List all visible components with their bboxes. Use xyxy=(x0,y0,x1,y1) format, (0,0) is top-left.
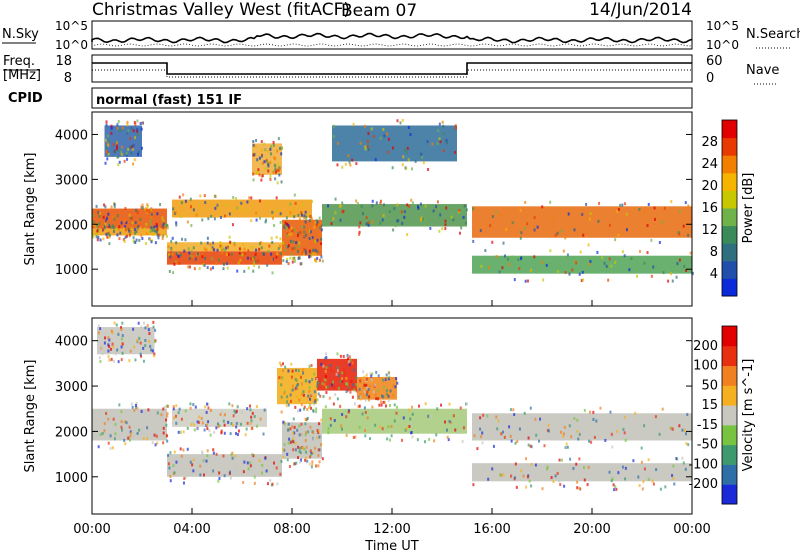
cpid-strip-frame xyxy=(91,87,693,109)
velocity-panel-colorbar-seg-2 xyxy=(722,444,737,465)
velocity-panel-colorbar-seg-4 xyxy=(722,405,737,426)
nave-trace xyxy=(92,69,692,78)
power-panel-colorbar-seg-7 xyxy=(722,155,737,174)
power-panel-colorbar-seg-8 xyxy=(722,137,737,156)
power-panel-colorbar-seg-4 xyxy=(722,208,737,227)
power-panel-colorbar-seg-3 xyxy=(722,225,737,244)
header: Christmas Valley West (fitACF)Beam 07 14/… xyxy=(92,0,692,21)
sky-noise-strip: N.Sky 10^5 10^0 10^5 10^0 N.Search xyxy=(2,19,800,52)
velocity-panel-colorbar-seg-3 xyxy=(722,424,737,446)
xaxis-label: Time UT xyxy=(364,539,418,554)
plot-title: Christmas Valley West (fitACF) xyxy=(92,0,350,20)
power-panel-ylabel: Slant Range [km] xyxy=(23,153,38,266)
power-panel-band-9 xyxy=(104,125,142,157)
xtick-label-3: 12:00 xyxy=(373,522,410,537)
power-panel-ytick-label-3: 4000 xyxy=(55,128,88,143)
velocity-panel-band-9 xyxy=(472,463,692,482)
velocity-panel-colorbar-label: Velocity [m s^-1] xyxy=(741,359,756,472)
nave-right-tick-bottom: 0 xyxy=(706,71,714,86)
freq-label-line1: Freq. xyxy=(3,54,35,69)
velocity-panel-colorbar-tick-5: -50 xyxy=(697,438,718,453)
power-panel-colorbar-seg-9 xyxy=(722,120,737,139)
sky-right-tick-bottom: 10^0 xyxy=(706,38,739,52)
freq-left-tick-bottom: 8 xyxy=(64,71,72,86)
power-panel-band-6 xyxy=(472,206,692,238)
velocity-panel-colorbar-frame xyxy=(721,325,738,505)
velocity-panel-colorbar-seg-1 xyxy=(722,464,737,485)
velocity-panel-ytick-label-0: 1000 xyxy=(55,471,88,486)
power-panel-colorbar-tick-2: 12 xyxy=(701,223,718,238)
velocity-panel-ylabel: Slant Range [km] xyxy=(23,360,38,473)
freq-strip-frame xyxy=(91,54,693,83)
power-panel-band-3 xyxy=(167,242,282,252)
power-panel-colorbar-seg-6 xyxy=(722,172,737,191)
power-panel-colorbar-seg-0 xyxy=(722,278,737,297)
cpid-strip: CPID normal (fast) 151 IF xyxy=(8,87,693,109)
nsearch-trace xyxy=(91,43,693,47)
velocity-panel-speckle xyxy=(94,320,690,492)
power-panel-band-5 xyxy=(322,204,467,227)
freq-left-tick-top: 18 xyxy=(55,54,72,69)
nsearch-label: N.Search xyxy=(746,27,800,42)
power-panel-band-11 xyxy=(472,255,692,274)
velocity-panel-colorbar-tick-3: 15 xyxy=(701,398,718,413)
velocity-panel-ytick-label-1: 2000 xyxy=(55,425,88,440)
nave-label: Nave xyxy=(746,63,779,78)
xtick-label-4: 16:00 xyxy=(473,522,510,537)
cpid-value: normal (fast) 151 IF xyxy=(96,93,242,108)
power-panel-colorbar-tick-6: 28 xyxy=(701,135,718,150)
xtick-label-5: 20:00 xyxy=(573,522,610,537)
sky-strip-frame xyxy=(91,20,693,50)
velocity-panel-ytick-label-3: 4000 xyxy=(55,335,88,350)
power-panel-ytick-label-1: 2000 xyxy=(55,218,88,233)
power-panel-speckle xyxy=(92,118,694,283)
velocity-panel-band-1 xyxy=(167,454,282,477)
power-panel-ytick-label-2: 3000 xyxy=(55,173,88,188)
sky-left-tick-bottom: 10^0 xyxy=(55,38,88,52)
velocity-panel-colorbar-tick-7: -200 xyxy=(688,477,718,492)
power-panel-colorbar-tick-5: 24 xyxy=(701,157,718,172)
power-panel-colorbar-seg-2 xyxy=(722,243,737,262)
nsky-label: N.Sky xyxy=(2,27,39,42)
power-panel-colorbar-seg-5 xyxy=(722,190,737,209)
power-panel-colorbar-tick-1: 8 xyxy=(710,245,718,260)
power-panel-colorbar-tick-4: 20 xyxy=(701,179,718,194)
velocity-panel-colorbar-seg-7 xyxy=(722,345,737,367)
velocity-panel-colorbar-tick-1: 100 xyxy=(693,359,718,374)
velocity-panel-colorbar-seg-6 xyxy=(722,365,737,386)
velocity-panel: 1000 2000 3000 4000 Slant Range [km] 00:00 04:… xyxy=(23,317,756,554)
power-panel-band-10 xyxy=(332,125,457,162)
xtick-label-1: 04:00 xyxy=(173,522,210,537)
date-label: 14/Jun/2014 xyxy=(589,0,692,20)
sky-right-tick-top: 10^5 xyxy=(706,19,739,33)
velocity-panel-colorbar-tick-4: -15 xyxy=(697,418,718,433)
velocity-panel-colorbar-seg-0 xyxy=(722,484,737,505)
freq-trace xyxy=(92,62,692,75)
velocity-panel-colorbar-seg-8 xyxy=(722,326,737,347)
velocity-panel-colorbar-tick-2: 50 xyxy=(701,378,718,393)
velocity-panel-ytick-label-2: 3000 xyxy=(55,380,88,395)
xtick-label-0: 00:00 xyxy=(73,522,110,537)
beam-label: Beam 07 xyxy=(341,1,417,21)
power-panel: 1000 2000 3000 4000 Slant Range [km] 4 8 12 16 20… xyxy=(23,111,756,307)
power-panel-colorbar-tick-3: 16 xyxy=(701,201,718,216)
nsky-trace xyxy=(91,32,693,44)
velocity-panel-colorbar-seg-5 xyxy=(722,385,737,406)
velocity-panel-colorbar-tick-0: 200 xyxy=(693,339,718,354)
power-panel-colorbar-seg-1 xyxy=(722,260,737,279)
power-panel-colorbar-label: Power [dB] xyxy=(741,173,756,244)
freq-label-line2: [MHz] xyxy=(3,68,41,83)
cpid-label: CPID xyxy=(8,91,43,106)
velocity-panel-colorbar-tick-6: -100 xyxy=(688,457,718,472)
power-panel-colorbar-frame xyxy=(721,119,738,297)
nave-right-tick-top: 60 xyxy=(706,54,723,69)
xtick-label-6: 00:00 xyxy=(673,522,710,537)
power-panel-ytick-label-0: 1000 xyxy=(55,263,88,278)
frequency-strip: Freq.[MHz] 18 8 60 0 Nave xyxy=(3,54,779,86)
power-panel-colorbar-tick-0: 4 xyxy=(710,267,718,282)
velocity-panel-band-8 xyxy=(172,408,267,427)
xtick-label-2: 08:00 xyxy=(273,522,310,537)
sky-left-tick-top: 10^5 xyxy=(55,19,88,33)
